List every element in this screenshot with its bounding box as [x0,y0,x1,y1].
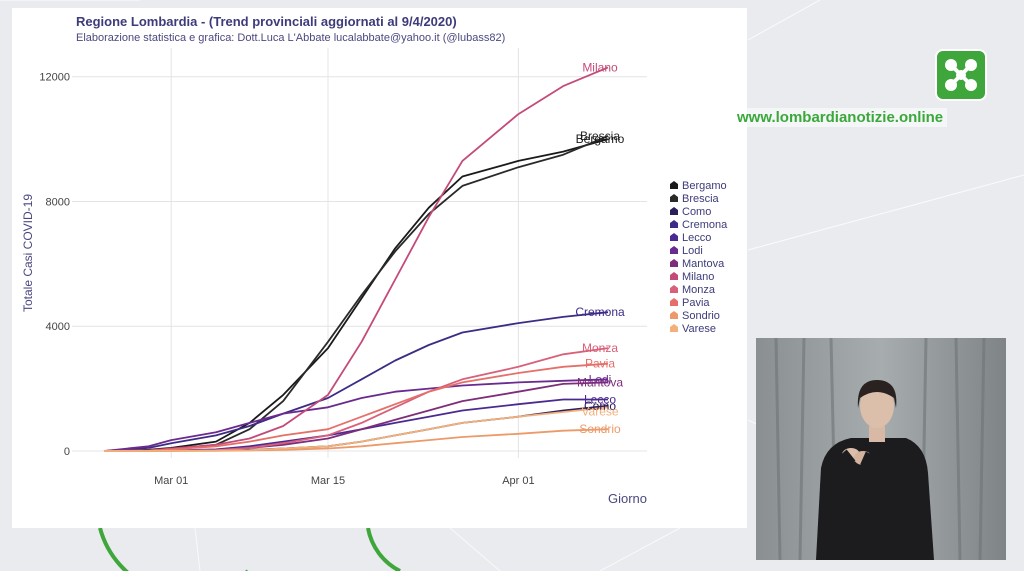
legend-item-como: Como [682,206,711,218]
legend-item-mantova: Mantova [682,258,725,270]
legend-item-lodi: Lodi [682,245,703,257]
legend-marker-varese [670,324,678,332]
line-label-mantova: Mantova [577,375,623,389]
series-line-lodi [103,378,609,452]
series-line-cremona [103,311,609,452]
legend-item-bergamo: Bergamo [682,180,727,192]
legend-marker-sondrio [670,311,678,319]
series-line-brescia [103,135,609,452]
legend-marker-monza [670,285,678,293]
line-label-brescia: Brescia [580,129,620,143]
legend-marker-lecco [670,233,678,241]
series-line-mantova [104,381,609,452]
y-axis-label: Totale Casi COVID-19 [21,194,35,312]
legend-item-sondrio: Sondrio [682,310,720,322]
legend-marker-como [670,207,678,215]
website-url: www.lombardianotizie.online [733,108,948,127]
line-label-varese: Varese [581,404,618,418]
line-label-milano: Milano [582,60,618,74]
y-tick-label: 0 [64,446,70,458]
series-line-milano [103,66,609,452]
line-label-cremona: Cremona [575,305,625,319]
axis-layer: 0 4000 8000 12000 Mar 01 Mar 15 Apr 01 Giorno To… [21,72,647,506]
legend-item-varese: Varese [682,323,716,335]
chart-legend: BergamoBresciaComoCremonaLeccoLodiMantov… [670,180,728,335]
line-label-lodi: Lodi [589,372,612,386]
legend-item-monza: Monza [682,284,716,296]
legend-item-cremona: Cremona [682,219,728,231]
legend-item-lecco: Lecco [682,232,711,244]
legend-marker-cremona [670,220,678,228]
legend-marker-pavia [670,298,678,306]
legend-item-milano: Milano [682,271,714,283]
line-label-monza: Monza [582,341,618,355]
line-label-sondrio: Sondrio [579,422,621,436]
y-tick-label: 12000 [39,72,70,84]
y-tick-label: 4000 [46,321,70,333]
x-axis-label: Giorno [608,491,647,506]
line-label-como: Como [584,399,616,413]
legend-marker-brescia [670,194,678,202]
chart-card: 0 4000 8000 12000 Mar 01 Mar 15 Apr 01 Giorno To… [12,8,747,528]
series-line-pavia [103,362,609,452]
chart-subtitle: Elaborazione statistica e grafica: Dott.… [76,32,506,44]
legend-marker-lodi [670,246,678,254]
line-label-lecco: Lecco [584,393,616,407]
x-tick-label: Mar 15 [311,475,345,487]
line-label-pavia: Pavia [585,357,615,371]
legend-marker-mantova [670,259,678,267]
x-tick-label: Mar 01 [154,475,188,487]
legend-marker-bergamo [670,181,678,189]
chart-grid [72,48,647,458]
series-line-varese [104,406,609,452]
legend-item-brescia: Brescia [682,193,720,205]
chart-title: Regione Lombardia - (Trend provinciali a… [76,14,457,29]
x-tick-label: Apr 01 [502,475,534,487]
series-line-como [104,404,609,452]
y-tick-label: 8000 [46,196,70,208]
lombardia-rose-logo-icon [937,51,985,99]
line-chart: 0 4000 8000 12000 Mar 01 Mar 15 Apr 01 Giorno To… [21,48,728,506]
line-label-bergamo: Bergamo [576,132,625,146]
series-line-bergamo [103,138,609,452]
legend-marker-milano [670,272,678,280]
series-layer [103,66,609,452]
sign-language-interpreter-video [756,338,1006,560]
legend-item-pavia: Pavia [682,297,710,309]
